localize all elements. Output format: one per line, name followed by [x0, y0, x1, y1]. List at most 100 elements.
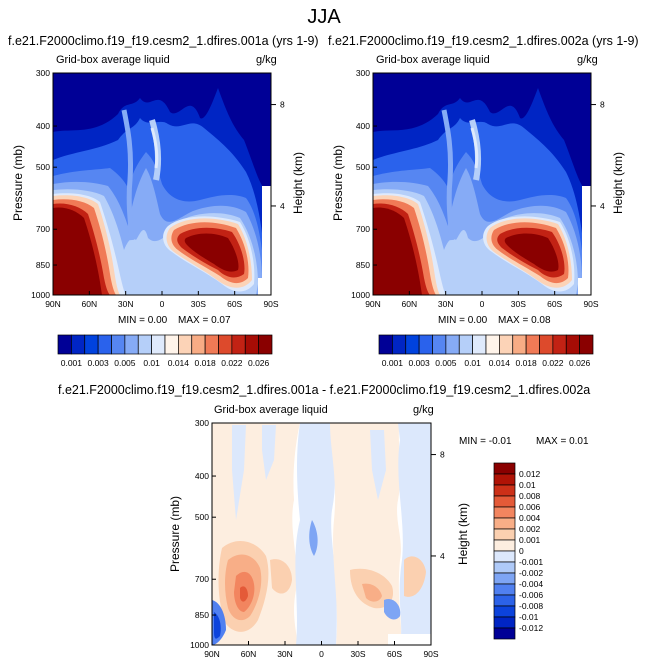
panel-diff-colorbar-label: -0.01 — [519, 612, 539, 622]
panel-1-colorbar-label: 0.005 — [114, 358, 136, 368]
panel-1-xtick-label: 60S — [227, 299, 242, 309]
panel-2-field — [373, 73, 591, 295]
panel-diff-max-text: MAX = — [536, 436, 567, 447]
panel-2-colorbar-label: 0.022 — [542, 358, 564, 368]
panel-2-colorbar-label: 0.01 — [464, 358, 481, 368]
panel-2-xtick-label: 90S — [583, 299, 598, 309]
panel-2-y2tick-label: 8 — [600, 100, 605, 110]
panel-1-colorbar-label: 0.018 — [194, 358, 216, 368]
panel-diff-colorbar-swatch — [493, 572, 516, 585]
panel-1-ytick-label: 1000 — [31, 290, 50, 300]
panel-diff-min-text: MIN = — [459, 436, 486, 447]
panel-diff-colorbar-label: 0.004 — [519, 513, 541, 523]
panel-2-ytick-label: 400 — [356, 121, 370, 131]
panel-2-xtick-label: 90N — [365, 299, 381, 309]
panel-diff-xtick-label: 30N — [277, 649, 293, 659]
panel-diff-colorbar-swatch — [493, 495, 516, 508]
panel-diff-colorbar-swatch — [493, 539, 516, 552]
panel-1-colorbar-label: 0.026 — [248, 358, 270, 368]
panel-1-ytick-label: 400 — [36, 121, 50, 131]
panel-1-max-label: MAX = 0.07 — [178, 315, 231, 326]
panel-2-colorbar-label: 0.018 — [515, 358, 537, 368]
panel-diff-colorbar-label: 0.006 — [519, 502, 541, 512]
panel-2-xtick-label: 30S — [511, 299, 526, 309]
panel-diff-colorbar-label: -0.008 — [519, 601, 543, 611]
panel-1-xtick-label: 30S — [191, 299, 206, 309]
panel-diff-xtick-label: 60N — [241, 649, 257, 659]
panel-2-max-value: 0.08 — [531, 315, 551, 326]
panel-diff-xtick-label: 30S — [350, 649, 365, 659]
panel-diff-colorbar-label: 0 — [519, 546, 524, 556]
panel-2-colorbar-label: 0.014 — [489, 358, 511, 368]
panel-diff-colorbar-label: -0.006 — [519, 590, 543, 600]
panel-diff-colorbar-swatch — [493, 550, 516, 563]
panel-diff-colorbar-swatch — [493, 473, 516, 486]
panel-1-colorbar-label: 0.014 — [168, 358, 190, 368]
panel-2-ytick-label: 700 — [356, 224, 370, 234]
panel-2-xtick-label: 30N — [438, 299, 454, 309]
panel-2-xtick-label: 60S — [547, 299, 562, 309]
panel-diff-xtick-label: 90N — [204, 649, 220, 659]
panel-1-ytick-label: 300 — [36, 68, 50, 78]
panel-2-colorbar-swatch — [579, 334, 594, 355]
panel-2-colorbar-label: 0.001 — [382, 358, 404, 368]
panel-diff-ticks: 90N 60N 30N 0 30S 60S 90S 300 400 500 700 850 1000 8 4 — [190, 418, 445, 659]
panel-diff-colorbar-swatch — [493, 583, 516, 596]
panel-1-colorbar-label: 0.01 — [143, 358, 160, 368]
panel-diff-y2tick-label: 8 — [440, 450, 445, 460]
panel-diff-colorbar-swatch — [493, 506, 516, 519]
panel-diff-colorbar-swatch — [493, 594, 516, 607]
panel-1-colorbar-swatch — [258, 334, 273, 355]
panel-diff-field — [212, 423, 431, 645]
panel-2-ytick-label: 850 — [356, 260, 370, 270]
panel-diff-colorbar-swatch — [493, 627, 516, 640]
panel-2-xtick-label: 0 — [480, 299, 485, 309]
panel-diff-colorbar-label: -0.012 — [519, 623, 543, 633]
panel-diff-colorbar-label: -0.004 — [519, 579, 543, 589]
panel-1-ytick-label: 500 — [36, 162, 50, 172]
panel-diff-colorbar-label: 0.001 — [519, 535, 541, 545]
panel-diff-colorbar-swatch — [493, 605, 516, 618]
panel-1-xtick-label: 0 — [160, 299, 165, 309]
panel-diff-colorbar-label: -0.002 — [519, 568, 543, 578]
panel-diff-colorbar-label: 0.002 — [519, 524, 541, 534]
panel-diff-ytick-label: 300 — [195, 418, 209, 428]
panel-diff-xtick-label: 90S — [423, 649, 438, 659]
panel-1-field — [53, 73, 271, 295]
panel-2-y2tick-label: 4 — [600, 201, 605, 211]
panel-diff-colorbar-label: 0.012 — [519, 469, 541, 479]
panel-1-y2tick-label: 4 — [280, 201, 285, 211]
panel-diff-colorbar-label: 0.01 — [519, 480, 536, 490]
panel-diff-variable: Grid-box average liquid — [214, 404, 328, 416]
panel-1-xtick-label: 90N — [45, 299, 61, 309]
panel-diff-xtick-label: 60S — [387, 649, 402, 659]
figure-title: JJA — [307, 6, 341, 28]
panel-1-colorbar: 0.001 0.003 0.005 0.01 0.014 0.018 0.022 0.026 — [57, 334, 273, 368]
panel-1-min-label: MIN = 0.00 — [118, 315, 167, 326]
panel-diff-colorbar-swatch — [493, 484, 516, 497]
panel-2-variable: Grid-box average liquid — [376, 54, 490, 66]
panel-diff-colorbar-swatch — [493, 462, 516, 475]
panel-2-ticks: 90N 60N 30N 0 30S 60S 90S 300 400 500 700 850 1000 8 4 — [351, 68, 605, 309]
panel-diff-colorbar-label: 0.008 — [519, 491, 541, 501]
panel-diff-colorbar-swatch — [493, 517, 516, 530]
panel-2-min-text: MIN = — [438, 315, 465, 326]
panel-2-max-text: MAX = — [498, 315, 529, 326]
panel-1-xtick-label: 60N — [82, 299, 98, 309]
panel-2-max-label: MAX = 0.08 — [498, 315, 551, 326]
panel-diff-units: g/kg — [413, 404, 434, 416]
panel-1-xtick-label: 90S — [263, 299, 278, 309]
panel-diff-y2tick-label: 4 — [440, 551, 445, 561]
panel-1-min-value: 0.00 — [147, 315, 168, 326]
panel-2-ytick-label: 1000 — [351, 290, 370, 300]
panel-1-colorbar-label: 0.001 — [61, 358, 83, 368]
panel-2-colorbar-label: 0.005 — [435, 358, 457, 368]
panel-2-min-label: MIN = 0.00 — [438, 315, 487, 326]
panel-2-xtick-label: 60N — [402, 299, 418, 309]
panel-1-ytick-label: 700 — [36, 224, 50, 234]
panel-1-xtick-label: 30N — [118, 299, 134, 309]
